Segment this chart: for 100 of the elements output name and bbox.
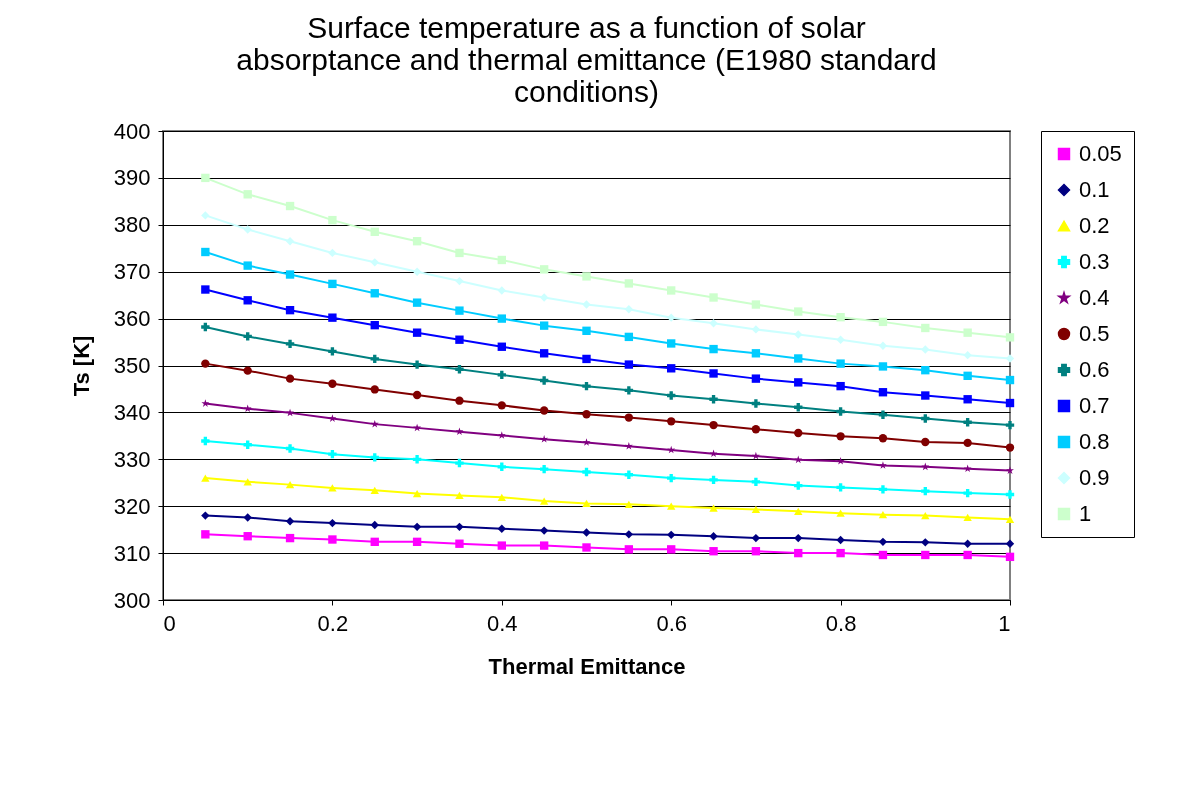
point	[667, 391, 676, 400]
point	[539, 321, 549, 330]
point	[286, 408, 295, 417]
point	[201, 247, 210, 257]
point	[412, 489, 422, 498]
point	[455, 427, 464, 436]
point	[963, 550, 972, 560]
point	[709, 547, 718, 556]
point	[582, 467, 591, 477]
point	[497, 255, 506, 265]
point	[582, 499, 591, 508]
point	[667, 364, 676, 373]
legend-label: 0.3	[1079, 249, 1110, 274]
point	[539, 526, 549, 535]
point	[624, 332, 634, 342]
point	[751, 505, 761, 514]
point	[497, 401, 506, 410]
point	[794, 455, 803, 464]
point	[624, 279, 634, 288]
point	[667, 530, 676, 539]
legend-label: 0.7	[1079, 393, 1110, 418]
x-tick-label: 0.4	[487, 610, 518, 636]
point	[751, 399, 761, 408]
point	[878, 410, 888, 419]
legend-label: 0.6	[1079, 357, 1110, 382]
point	[539, 497, 549, 505]
point	[243, 296, 252, 305]
point	[836, 509, 845, 517]
point	[328, 347, 337, 356]
point	[921, 323, 930, 333]
point	[370, 289, 379, 298]
point	[285, 533, 295, 543]
point	[412, 267, 422, 276]
point	[878, 461, 887, 469]
point	[1005, 333, 1015, 342]
point	[1005, 539, 1015, 548]
y-tick-label: 300	[113, 587, 151, 613]
point	[709, 449, 718, 458]
point	[582, 528, 591, 537]
point	[878, 388, 888, 397]
point	[539, 293, 549, 302]
point	[921, 437, 930, 447]
point	[836, 483, 845, 492]
legend-label: 0.4	[1079, 285, 1110, 310]
x-tick-label: 0.6	[656, 610, 687, 636]
point	[836, 381, 845, 391]
point	[582, 438, 591, 446]
point	[921, 366, 930, 375]
point	[667, 286, 676, 295]
point	[285, 237, 295, 246]
y-tick-label: 360	[113, 306, 151, 332]
point	[412, 328, 422, 337]
y-tick-label: 350	[113, 353, 151, 378]
point	[794, 533, 803, 543]
legend-label: 0.9	[1079, 465, 1110, 490]
point	[624, 386, 634, 395]
point	[328, 535, 337, 544]
point	[285, 305, 295, 315]
point	[539, 376, 549, 385]
point	[751, 349, 761, 358]
point	[497, 286, 506, 295]
point	[243, 532, 252, 541]
point	[582, 354, 591, 364]
point	[709, 475, 718, 485]
point	[285, 481, 295, 489]
point	[455, 365, 464, 374]
point	[836, 535, 845, 545]
point	[709, 369, 718, 378]
point	[709, 319, 718, 328]
point	[328, 518, 337, 528]
point	[963, 464, 972, 473]
point	[285, 201, 295, 211]
point	[624, 305, 634, 314]
point	[540, 434, 549, 443]
chart-title: Surface temperature as a function of solar absorptance and thermal emittance (E1980 standard conditions)	[236, 11, 937, 108]
point	[624, 530, 634, 539]
point	[794, 307, 803, 316]
point	[963, 539, 972, 548]
point	[497, 524, 506, 533]
point	[328, 414, 337, 422]
point	[794, 481, 803, 490]
point	[370, 419, 379, 428]
point	[455, 276, 464, 286]
point	[667, 339, 676, 348]
point	[328, 449, 337, 459]
point	[455, 522, 464, 532]
point	[624, 360, 634, 369]
point	[455, 306, 464, 315]
point	[963, 418, 972, 427]
point	[328, 313, 337, 322]
point	[201, 173, 210, 183]
point	[624, 545, 634, 554]
point	[921, 538, 930, 547]
point	[285, 444, 295, 453]
point	[667, 417, 676, 426]
point	[878, 317, 888, 327]
point	[412, 298, 422, 307]
point	[963, 371, 972, 380]
y-tick-label: 380	[113, 212, 151, 238]
point	[878, 550, 888, 560]
